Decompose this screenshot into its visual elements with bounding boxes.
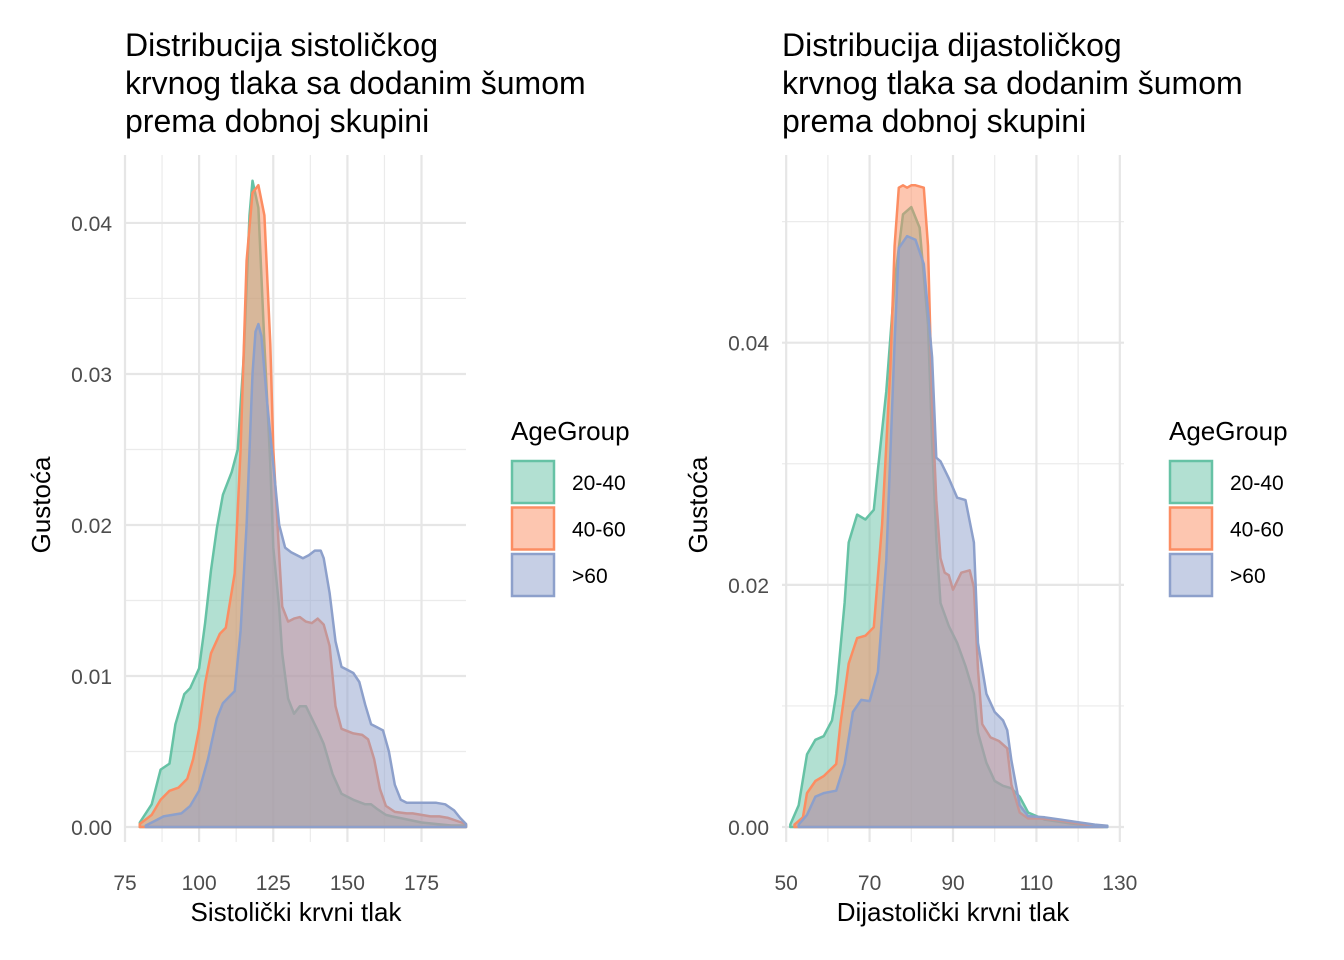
x-tick-label: 130 bbox=[1102, 872, 1137, 895]
y-tick-label: 0.03 bbox=[71, 364, 112, 387]
x-tick-label: 100 bbox=[182, 872, 217, 895]
y-axis-label: Gustoća bbox=[26, 456, 56, 553]
legend-title: AgeGroup bbox=[1169, 416, 1288, 446]
chart-title-line-1: Distribucija dijastoličkog bbox=[782, 27, 1122, 63]
legend-label: >60 bbox=[1230, 565, 1266, 588]
x-tick-label: 110 bbox=[1020, 872, 1053, 895]
panel-systolic: Distribucija sistoličkog krvnog tlaka sa… bbox=[26, 27, 630, 927]
x-axis-label: Sistolički krvni tlak bbox=[191, 897, 403, 927]
x-tick-label: 125 bbox=[256, 872, 291, 895]
x-tick-label: 70 bbox=[858, 872, 881, 895]
legend-key bbox=[510, 459, 556, 505]
legend-label: 20-40 bbox=[1230, 472, 1284, 495]
plot-area: 50 70 90 110 130 0.00 0.02 0.04 bbox=[728, 155, 1137, 895]
legend: AgeGroup 20-40 40-60 >60 bbox=[1168, 416, 1288, 598]
y-tick-label: 0.01 bbox=[71, 666, 112, 689]
y-tick-label: 0.04 bbox=[728, 333, 769, 356]
panel-diastolic: Distribucija dijastoličkog krvnog tlaka … bbox=[683, 27, 1288, 927]
y-axis-label: Gustoća bbox=[683, 456, 713, 553]
y-tick-label: 0.04 bbox=[71, 213, 112, 236]
y-tick-label: 0.00 bbox=[728, 817, 769, 840]
legend-key bbox=[1168, 506, 1214, 551]
y-tick-label: 0.02 bbox=[71, 515, 112, 538]
chart-title-line-1: Distribucija sistoličkog bbox=[125, 27, 438, 63]
legend-key bbox=[1168, 552, 1214, 598]
x-tick-label: 75 bbox=[113, 872, 136, 895]
legend-label: >60 bbox=[572, 565, 608, 588]
x-tick-label: 90 bbox=[941, 872, 964, 895]
density-area-over-60 bbox=[797, 234, 1109, 829]
legend-key bbox=[510, 506, 556, 551]
plot-area: 75 100 125 150 175 0.00 0.01 0.02 0.03 0.04 bbox=[71, 155, 468, 895]
x-tick-label: 50 bbox=[774, 872, 797, 895]
chart-title-line-3: prema dobnoj skupini bbox=[782, 103, 1086, 139]
chart-title-line-3: prema dobnoj skupini bbox=[125, 103, 429, 139]
legend-key bbox=[510, 552, 556, 598]
legend: AgeGroup 20-40 40-60 >60 bbox=[510, 416, 630, 598]
chart-title-line-2: krvnog tlaka sa dodanim šumom bbox=[782, 65, 1243, 101]
y-tick-label: 0.00 bbox=[71, 817, 112, 840]
legend-label: 40-60 bbox=[1230, 519, 1284, 542]
x-tick-label: 150 bbox=[330, 872, 365, 895]
y-tick-label: 0.02 bbox=[728, 575, 769, 598]
x-tick-label: 175 bbox=[404, 872, 439, 895]
legend-label: 40-60 bbox=[572, 519, 626, 542]
x-axis-label: Dijastolički krvni tlak bbox=[837, 897, 1071, 927]
legend-label: 20-40 bbox=[572, 472, 626, 495]
chart-title-line-2: krvnog tlaka sa dodanim šumom bbox=[125, 65, 586, 101]
legend-key bbox=[1168, 459, 1214, 505]
density-area-over-60 bbox=[144, 322, 468, 829]
legend-title: AgeGroup bbox=[511, 416, 630, 446]
